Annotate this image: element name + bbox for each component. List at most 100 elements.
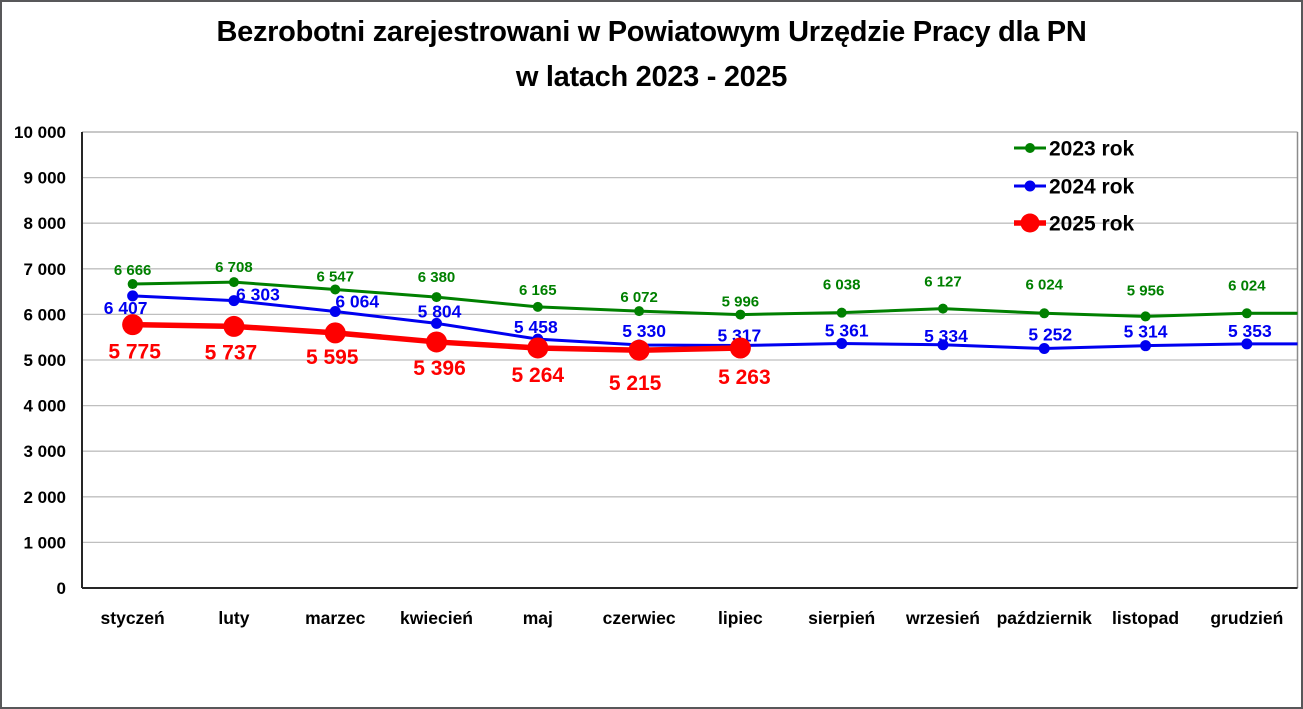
marker-2025-rok-maj xyxy=(527,337,549,359)
chart-title: Bezrobotni zarejestrowani w Powiatowym U… xyxy=(2,10,1301,100)
x-axis-label-wrzesień: wrzesień xyxy=(905,608,980,628)
marker-2023-rok-czerwiec xyxy=(634,306,645,317)
marker-2023-rok-sierpień xyxy=(836,307,847,318)
value-label-2024-rok-marzec: 6 064 xyxy=(335,291,379,311)
value-label-2023-rok-listopad: 5 956 xyxy=(1127,282,1165,299)
marker-2025-rok-marzec xyxy=(324,322,346,344)
marker-2024-rok-wrzesień xyxy=(937,339,949,351)
marker-2024-rok-listopad xyxy=(1140,340,1152,352)
y-axis-label-6000: 6 000 xyxy=(23,305,66,324)
value-label-2023-rok-październik: 6 024 xyxy=(1025,276,1063,293)
value-label-2024-rok-maj: 5 458 xyxy=(514,317,558,337)
value-label-2025-rok-lipiec: 5 263 xyxy=(718,366,771,389)
value-label-2024-rok-czerwiec: 5 330 xyxy=(622,321,666,341)
marker-2025-rok-styczeń xyxy=(122,314,144,336)
x-axis-label-grudzień: grudzień xyxy=(1210,608,1283,628)
marker-2023-rok-grudzień xyxy=(1241,308,1252,319)
series-2024-rok: 6 407 6 303 6 064 5 804 5 458 5 330 5 317 5 361… xyxy=(104,285,1298,355)
legend-label-2023-rok: 2023 rok xyxy=(1049,138,1135,161)
value-label-2025-rok-maj: 5 264 xyxy=(512,364,565,387)
value-label-2024-rok-lipiec: 5 317 xyxy=(717,326,761,346)
legend-swatch-marker-2023-rok xyxy=(1025,143,1035,153)
x-axis-label-styczeń: styczeń xyxy=(101,608,165,628)
marker-2025-rok-czerwiec xyxy=(628,339,650,361)
value-label-2024-rok-wrzesień: 5 334 xyxy=(924,326,968,346)
legend-item-2023-rok: 2023 rok xyxy=(1014,138,1135,161)
value-label-2023-rok-czerwiec: 6 072 xyxy=(620,289,658,306)
marker-2024-rok-marzec xyxy=(329,305,341,317)
value-label-2025-rok-marzec: 5 595 xyxy=(306,346,359,369)
x-axis-label-lipiec: lipiec xyxy=(718,608,763,628)
value-label-2024-rok-październik: 5 252 xyxy=(1028,325,1072,345)
y-axis-label-0: 0 xyxy=(57,579,66,598)
value-label-2023-rok-marzec: 6 547 xyxy=(316,268,354,285)
y-axis-label-10000: 10 000 xyxy=(14,123,66,142)
y-axis-label-9000: 9 000 xyxy=(23,169,66,188)
marker-2023-rok-lipiec xyxy=(735,309,746,320)
y-axis-label-4000: 4 000 xyxy=(23,397,66,416)
value-label-2024-rok-sierpień: 5 361 xyxy=(825,321,869,341)
value-label-2023-rok-kwiecień: 6 380 xyxy=(418,269,456,286)
y-axis-label-7000: 7 000 xyxy=(23,260,66,279)
y-axis-label-8000: 8 000 xyxy=(23,214,66,233)
marker-2025-rok-kwiecień xyxy=(426,331,448,353)
x-axis-label-sierpień: sierpień xyxy=(808,608,875,628)
marker-2023-rok-wrzesień xyxy=(937,303,948,314)
x-axis-label-marzec: marzec xyxy=(305,608,366,628)
y-axis-label-1000: 1 000 xyxy=(23,533,66,552)
marker-2025-rok-lipiec xyxy=(729,337,751,359)
value-label-2024-rok-luty: 6 303 xyxy=(236,285,280,305)
marker-2024-rok-styczeń xyxy=(127,290,139,302)
value-label-2025-rok-czerwiec: 5 215 xyxy=(609,372,662,395)
x-axis-label-czerwiec: czerwiec xyxy=(603,608,676,628)
value-label-2024-rok-listopad: 5 314 xyxy=(1124,322,1168,342)
marker-2025-rok-luty xyxy=(223,315,245,337)
y-axis-label-2000: 2 000 xyxy=(23,488,66,507)
value-label-2023-rok-luty: 6 708 xyxy=(215,259,253,276)
chart-title-line1: Bezrobotni zarejestrowani w Powiatowym U… xyxy=(216,16,1087,48)
x-axis-label-luty: luty xyxy=(218,608,249,628)
marker-2023-rok-luty xyxy=(228,277,239,288)
legend-item-2025-rok: 2025 rok xyxy=(1014,213,1135,236)
marker-2024-rok-październik xyxy=(1038,343,1050,355)
marker-2023-rok-październik xyxy=(1039,308,1050,319)
marker-2024-rok-grudzień xyxy=(1241,338,1253,350)
chart-title-line2: w latach 2023 - 2025 xyxy=(515,61,788,93)
value-label-2025-rok-kwiecień: 5 396 xyxy=(413,357,466,380)
marker-2024-rok-sierpień xyxy=(836,338,848,350)
value-label-2023-rok-wrzesień: 6 127 xyxy=(924,274,962,291)
value-label-2025-rok-styczeń: 5 775 xyxy=(108,341,161,364)
value-label-2023-rok-styczeń: 6 666 xyxy=(114,262,152,279)
value-label-2023-rok-lipiec: 5 996 xyxy=(722,294,760,311)
y-axis-label-5000: 5 000 xyxy=(23,351,66,370)
marker-2023-rok-maj xyxy=(532,301,543,312)
y-axis-label-3000: 3 000 xyxy=(23,442,66,461)
marker-2024-rok-luty xyxy=(228,295,240,307)
value-label-2024-rok-grudzień: 5 353 xyxy=(1228,321,1272,341)
x-axis-label-kwiecień: kwiecień xyxy=(400,608,473,628)
value-label-2023-rok-sierpień: 6 038 xyxy=(823,277,861,294)
value-label-2023-rok-maj: 6 165 xyxy=(519,282,557,299)
series-2023-rok: 6 666 6 708 6 547 6 380 6 165 6 072 5 996 6 038… xyxy=(114,259,1298,322)
marker-2023-rok-listopad xyxy=(1140,311,1151,322)
series-2025-rok: 5 775 5 737 5 595 5 396 5 264 5 215 5 263 xyxy=(108,314,771,395)
marker-2023-rok-styczeń xyxy=(127,279,138,290)
legend-label-2025-rok: 2025 rok xyxy=(1049,213,1135,236)
x-axis-label-październik: październik xyxy=(997,608,1093,628)
legend-swatch-marker-2025-rok xyxy=(1020,213,1040,233)
x-axis-label-listopad: listopad xyxy=(1112,608,1179,628)
marker-2023-rok-marzec xyxy=(330,284,341,295)
series-line-2023-rok xyxy=(132,280,1298,318)
legend: 2023 rok 2024 rok 2025 rok xyxy=(1014,138,1135,236)
value-label-2023-rok-grudzień: 6 024 xyxy=(1228,277,1266,294)
marker-2024-rok-kwiecień xyxy=(431,317,443,329)
marker-2023-rok-kwiecień xyxy=(431,292,442,303)
legend-swatch-marker-2024-rok xyxy=(1024,180,1036,192)
value-label-2025-rok-luty: 5 737 xyxy=(205,341,258,364)
legend-item-2024-rok: 2024 rok xyxy=(1014,176,1135,199)
x-axis-label-maj: maj xyxy=(523,608,553,628)
legend-label-2024-rok: 2024 rok xyxy=(1049,176,1135,199)
value-label-2024-rok-kwiecień: 5 804 xyxy=(418,301,462,321)
